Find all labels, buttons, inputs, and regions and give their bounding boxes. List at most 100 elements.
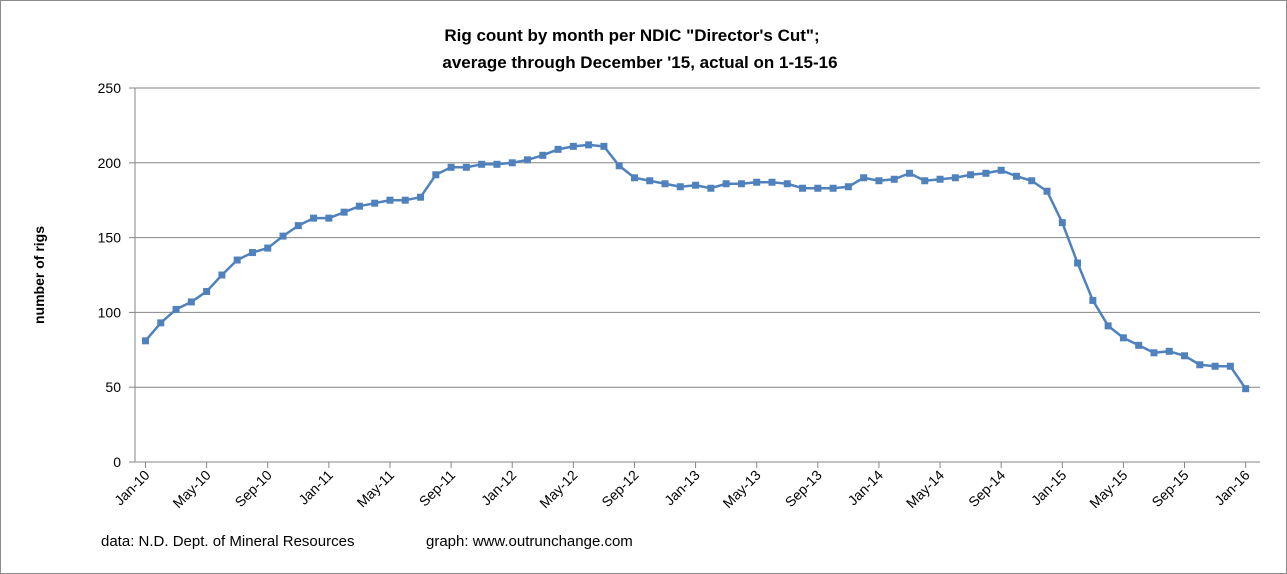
y-axis-title: number of rigs: [31, 226, 47, 324]
data-point: [233, 256, 241, 264]
data-point: [1181, 352, 1189, 360]
x-tick-label: Jan-16: [1211, 467, 1253, 509]
data-point: [1135, 341, 1143, 349]
data-point: [401, 196, 409, 204]
data-point: [172, 305, 180, 313]
x-tick-label: Sep-15: [1148, 467, 1191, 510]
x-tick-label: Jan-14: [844, 467, 886, 509]
data-point: [1242, 385, 1250, 393]
data-point: [814, 184, 822, 192]
x-tick-labels: Jan-10 May-10 Sep-10 Jan-11 May-11 Sep-11 Jan-…: [111, 467, 1253, 511]
data-point: [1104, 322, 1112, 330]
y-tick-label: 50: [105, 379, 121, 395]
x-tick-label: May-10: [169, 467, 213, 511]
data-point: [264, 244, 272, 252]
x-tick-label: May-15: [1086, 467, 1130, 511]
y-tick-label: 0: [113, 454, 121, 470]
data-point: [310, 214, 318, 222]
x-tick-label: Jan-15: [1028, 467, 1070, 509]
data-point: [1150, 349, 1158, 357]
chart-title-line1: Rig count by month per NDIC "Director's …: [444, 26, 819, 45]
data-point: [982, 169, 990, 177]
data-point: [1043, 187, 1051, 195]
axes: [134, 88, 1260, 468]
y-tick-label: 250: [98, 80, 122, 96]
data-point: [248, 249, 256, 257]
data-point: [829, 184, 837, 192]
data-point: [860, 174, 868, 182]
data-point: [569, 142, 577, 150]
data-point: [890, 175, 898, 183]
data-point: [1119, 334, 1127, 342]
data-point: [355, 202, 363, 210]
data-point: [921, 177, 929, 185]
data-point: [1089, 296, 1097, 304]
data-point: [386, 196, 394, 204]
data-point: [218, 271, 226, 279]
data-point: [661, 180, 669, 188]
data-point: [1012, 172, 1020, 180]
data-point: [524, 156, 531, 164]
data-point: [1211, 362, 1219, 370]
data-point: [508, 159, 516, 167]
gridlines: [135, 87, 1260, 388]
series-line: [144, 143, 1247, 390]
x-tick-label: Sep-11: [416, 467, 459, 510]
data-point: [722, 180, 730, 188]
data-point: [432, 171, 440, 179]
x-tick-label: May-14: [903, 467, 947, 511]
data-point: [783, 180, 791, 188]
y-tick-label: 100: [98, 304, 122, 320]
y-tick-label: 200: [98, 155, 122, 171]
data-point: [737, 180, 745, 188]
data-source-note: data: N.D. Dept. of Mineral Resources: [101, 533, 354, 550]
x-tick-label: May-13: [719, 467, 763, 511]
data-point: [203, 287, 211, 295]
data-point: [340, 208, 348, 216]
data-point: [1028, 177, 1036, 185]
x-tick-label: Sep-13: [782, 467, 825, 510]
x-tick-label: May-12: [536, 467, 580, 511]
data-point: [615, 162, 623, 170]
data-point: [325, 214, 333, 222]
data-point: [951, 174, 959, 182]
data-point: [371, 199, 379, 207]
data-point: [799, 184, 807, 192]
data-point: [447, 163, 455, 171]
data-point: [768, 178, 776, 186]
data-point: [294, 222, 302, 230]
data-point: [630, 174, 638, 182]
data-point: [142, 337, 149, 345]
data-point: [585, 141, 593, 149]
data-point: [462, 163, 470, 171]
data-point: [707, 184, 715, 192]
data-point: [554, 145, 562, 153]
y-tick-labels: 0 50 100 150 200 250: [98, 80, 135, 470]
data-point: [875, 177, 883, 185]
x-tick-label: Jan-10: [111, 467, 153, 509]
data-point: [187, 298, 195, 306]
data-point: [936, 175, 944, 183]
data-point: [279, 232, 287, 240]
x-tick-label: Sep-12: [598, 467, 641, 510]
data-point: [753, 178, 761, 186]
data-point: [1196, 361, 1204, 369]
series-rig-count: [142, 141, 1250, 393]
data-point: [676, 183, 684, 191]
data-point: [539, 151, 547, 159]
x-tick-label: Sep-10: [232, 467, 275, 510]
x-tick-label: Jan-12: [478, 467, 520, 509]
data-point: [646, 177, 654, 185]
x-tick-label: May-11: [354, 467, 398, 511]
x-tick-label: Jan-11: [295, 467, 336, 508]
data-point: [478, 160, 486, 168]
x-tick-label: Jan-13: [661, 467, 703, 509]
data-point: [967, 171, 975, 179]
data-point: [844, 183, 852, 191]
chart-title-line2: average through December '15, actual on …: [442, 53, 837, 72]
y-tick-label: 150: [98, 230, 122, 246]
data-point: [1165, 347, 1173, 355]
data-point: [906, 169, 913, 177]
